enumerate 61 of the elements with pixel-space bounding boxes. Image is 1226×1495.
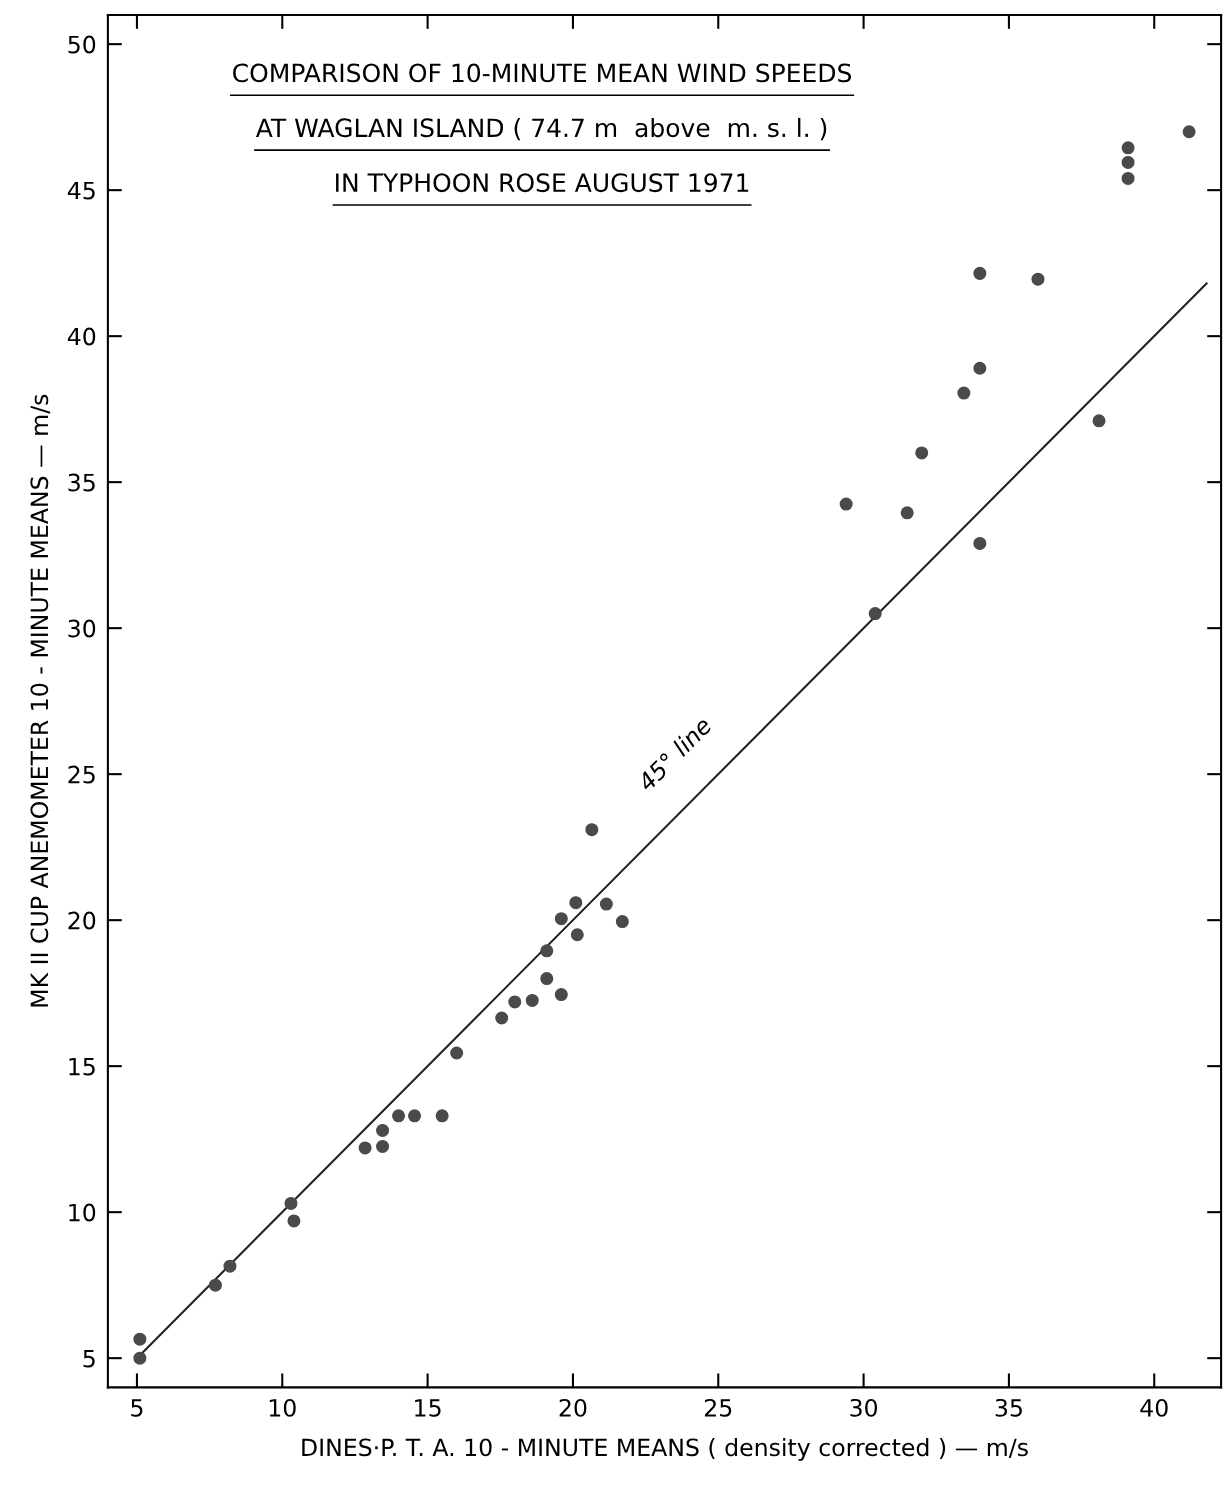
y-tick-label: 50: [68, 35, 96, 54]
point: [358, 1141, 372, 1155]
point: [450, 1046, 464, 1060]
point: [408, 1109, 422, 1123]
point: [508, 995, 522, 1009]
y-tick-label: 10: [69, 1203, 96, 1222]
point: [287, 1214, 301, 1228]
annotation: 45° line: [635, 715, 713, 793]
point: [540, 944, 554, 958]
point: [435, 1109, 449, 1123]
point: [1121, 155, 1135, 169]
point: [570, 928, 584, 942]
y-tick-label: 35: [68, 473, 95, 492]
point: [1092, 414, 1106, 428]
chart-title: COMPARISON OF 10-MINUTE MEAN WIND SPEEDS AT WAGLAN ISLAND ( 74.7 m above m. s. l. ) IN TYPHOON ROSE AUGUST 1971: [233, 63, 852, 193]
y-tick-label: 40: [67, 327, 96, 346]
point: [525, 993, 539, 1007]
point: [1031, 272, 1045, 286]
y-tick-label: 25: [68, 765, 95, 784]
point: [957, 386, 971, 400]
point: [284, 1196, 298, 1210]
point: [223, 1259, 237, 1273]
x-tick-label: 5: [131, 1399, 143, 1417]
point: [615, 915, 629, 929]
point: [569, 896, 583, 910]
x-tick-label: 30: [850, 1398, 878, 1417]
x-tick-label: 20: [559, 1398, 587, 1417]
point: [376, 1123, 390, 1137]
y-tick-label: 20: [68, 911, 96, 930]
point: [599, 897, 613, 911]
point: [540, 972, 554, 986]
point: [973, 266, 987, 280]
point: [915, 446, 929, 460]
y-tick-label: 30: [68, 619, 96, 638]
x-tick-label: 10: [269, 1398, 296, 1417]
point: [973, 361, 987, 375]
point: [900, 506, 914, 520]
y-axis-title: MK II CUP ANEMOMETER 10 - MINUTE MEANS — m/s: [30, 394, 51, 1007]
point: [133, 1332, 147, 1346]
point: [1182, 125, 1196, 139]
point: [495, 1011, 509, 1025]
point: [376, 1139, 390, 1153]
x-tick-label: 25: [704, 1398, 732, 1417]
x-tick-label: 15: [415, 1399, 441, 1417]
x-tick-label: 35: [995, 1398, 1022, 1417]
point: [868, 607, 882, 621]
point: [554, 988, 568, 1002]
x-tick-label: 40: [1140, 1398, 1168, 1417]
point: [133, 1351, 147, 1365]
point: [1121, 141, 1135, 155]
point: [554, 912, 568, 926]
point: [585, 823, 599, 837]
y-tick-label: 45: [67, 181, 95, 200]
point: [208, 1278, 222, 1292]
point: [973, 536, 987, 550]
point: [839, 497, 853, 511]
point: [1121, 171, 1135, 185]
x-axis-title: DINES·P. T. A. 10 - MINUTE MEANS ( density corrected ) — m/s: [302, 1437, 1028, 1461]
point: [392, 1109, 406, 1123]
y-tick-label: 15: [69, 1057, 95, 1076]
y-tick-label: 5: [83, 1349, 95, 1368]
